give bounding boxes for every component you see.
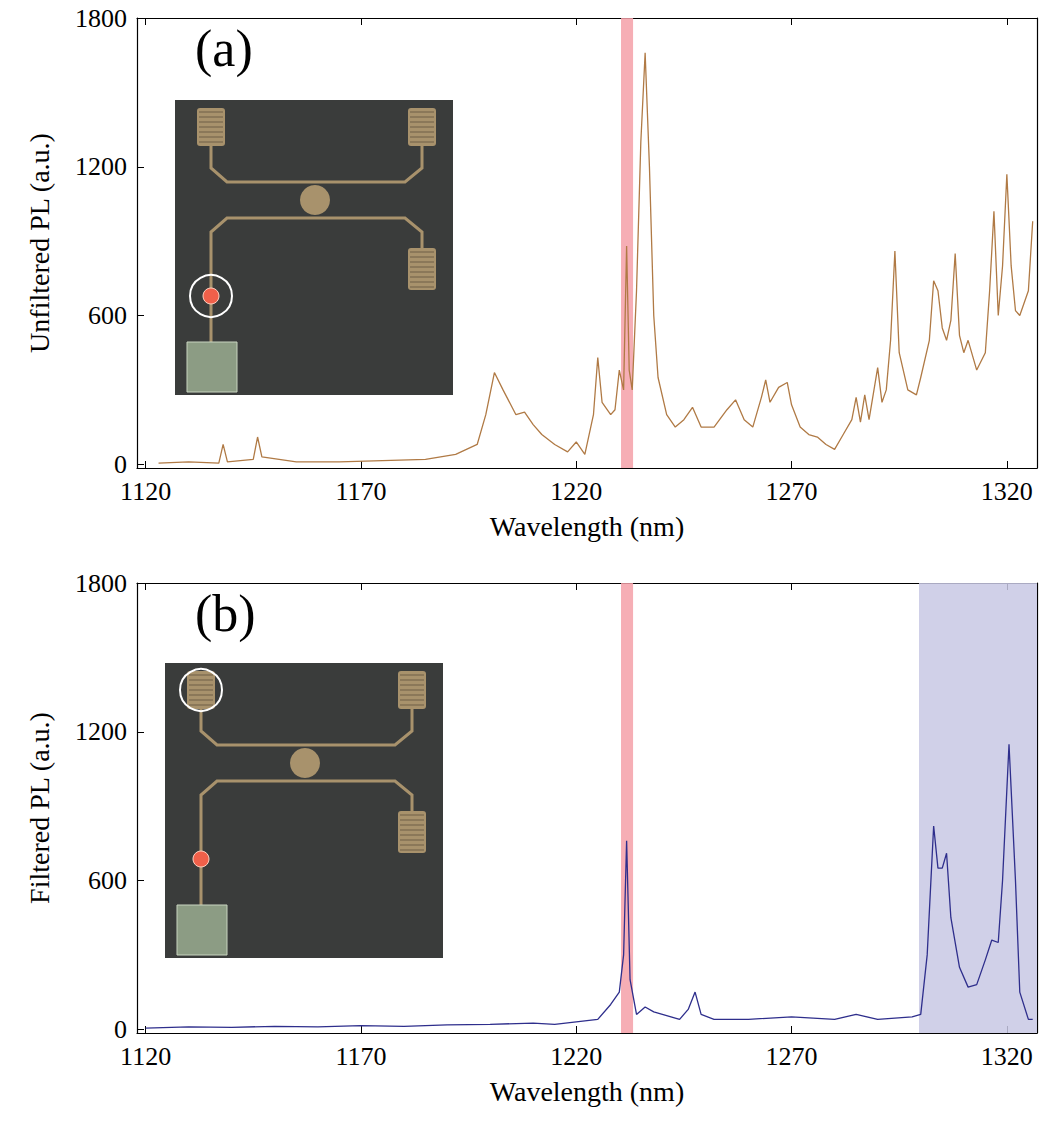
svg-text:1270: 1270 [766,477,818,506]
svg-text:Filtered PL (a.u.): Filtered PL (a.u.) [24,712,55,904]
svg-text:1220: 1220 [550,477,602,506]
svg-text:1200: 1200 [75,717,127,746]
svg-text:1170: 1170 [335,477,386,506]
svg-text:0: 0 [114,1015,127,1044]
svg-text:0: 0 [114,450,127,479]
svg-text:Wavelength (nm): Wavelength (nm) [490,1076,684,1107]
svg-text:1120: 1120 [120,477,171,506]
svg-text:(b): (b) [195,585,256,643]
svg-text:1220: 1220 [550,1042,602,1071]
svg-text:1200: 1200 [75,152,127,181]
svg-text:1270: 1270 [766,1042,818,1071]
svg-text:(a): (a) [195,20,253,78]
svg-text:1800: 1800 [75,569,127,598]
svg-text:Wavelength (nm): Wavelength (nm) [490,511,684,542]
svg-text:600: 600 [88,866,127,895]
svg-text:1320: 1320 [981,477,1033,506]
svg-text:Unfiltered PL (a.u.): Unfiltered PL (a.u.) [24,133,55,353]
svg-text:1120: 1120 [120,1042,171,1071]
svg-text:600: 600 [88,301,127,330]
svg-text:1170: 1170 [335,1042,386,1071]
svg-text:1800: 1800 [75,4,127,33]
svg-text:1320: 1320 [981,1042,1033,1071]
